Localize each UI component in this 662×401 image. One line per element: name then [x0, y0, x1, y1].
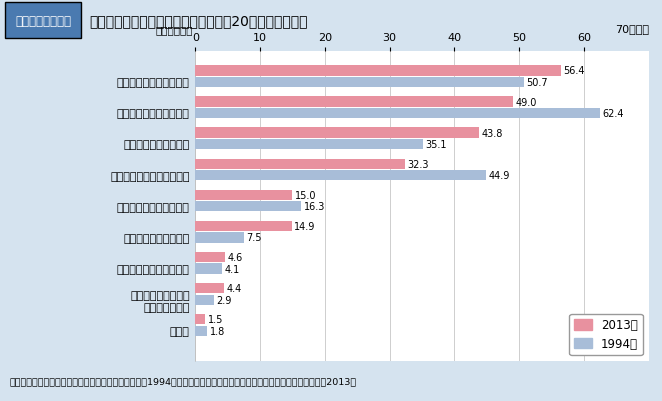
Bar — [195, 159, 404, 170]
Text: 62.4: 62.4 — [602, 109, 624, 119]
Bar — [195, 97, 513, 107]
Text: 図表２－２－３９: 図表２－２－３９ — [15, 14, 71, 28]
Bar — [195, 314, 205, 324]
Text: 44.9: 44.9 — [489, 171, 510, 181]
FancyBboxPatch shape — [5, 3, 81, 39]
Text: 70（％）: 70（％） — [615, 24, 649, 34]
Bar — [195, 109, 600, 119]
Bar — [195, 326, 207, 336]
Text: 35.1: 35.1 — [425, 140, 447, 150]
Text: 4.1: 4.1 — [224, 264, 240, 274]
Text: 2.9: 2.9 — [216, 295, 232, 305]
Text: 16.3: 16.3 — [303, 202, 325, 212]
Text: 4.4: 4.4 — [226, 284, 242, 294]
Text: 1.8: 1.8 — [210, 326, 225, 336]
Bar — [195, 77, 524, 88]
Text: 14.9: 14.9 — [295, 221, 316, 231]
Bar — [195, 190, 293, 200]
Bar — [195, 264, 222, 274]
Text: 56.4: 56.4 — [563, 66, 585, 76]
Text: 50.7: 50.7 — [526, 78, 548, 88]
Bar — [195, 66, 561, 76]
Bar — [195, 295, 214, 305]
Text: 資料：総理府「体力・スポーツに関する世論調査」（1994）　及び文部科学省「体力・スポーツに関する世論調査」（2013）: 資料：総理府「体力・スポーツに関する世論調査」（1994） 及び文部科学省「体力… — [10, 377, 357, 386]
Text: （複数回答）: （複数回答） — [156, 25, 193, 35]
Text: 15.0: 15.0 — [295, 190, 316, 200]
Bar — [195, 284, 224, 294]
Bar — [195, 202, 301, 212]
Bar — [195, 221, 292, 231]
Bar — [195, 128, 479, 138]
Text: 運動・スポーツを行った理由の変化（20年前との比較）: 運動・スポーツを行った理由の変化（20年前との比較） — [89, 14, 308, 28]
Bar — [195, 171, 486, 181]
Legend: 2013年, 1994年: 2013年, 1994年 — [569, 314, 643, 355]
Bar — [195, 252, 225, 263]
Text: 4.6: 4.6 — [228, 252, 243, 262]
Bar — [195, 140, 422, 150]
Text: 7.5: 7.5 — [246, 233, 262, 243]
Text: 49.0: 49.0 — [515, 97, 537, 107]
Text: 32.3: 32.3 — [407, 159, 428, 169]
Text: 1.5: 1.5 — [208, 314, 223, 324]
Bar — [195, 233, 244, 243]
Text: 43.8: 43.8 — [482, 128, 503, 138]
